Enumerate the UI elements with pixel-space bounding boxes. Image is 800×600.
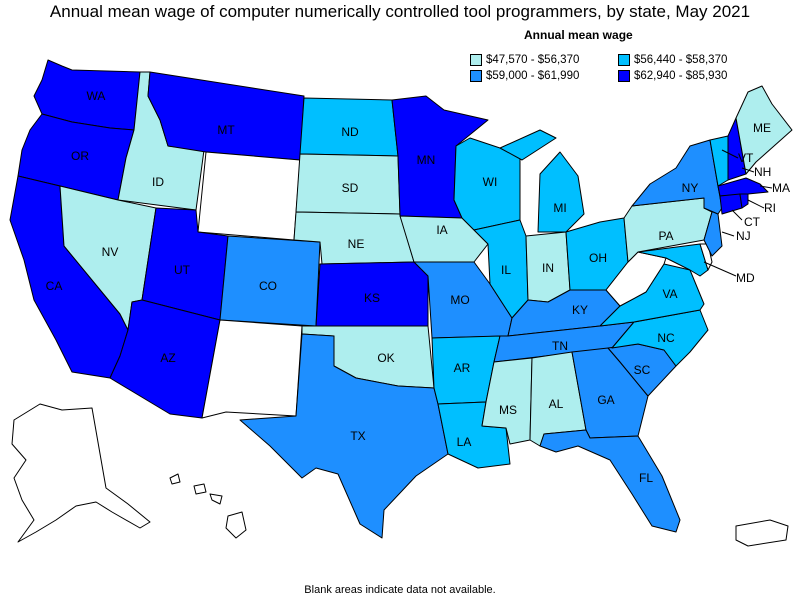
label-ok: OK — [377, 351, 394, 365]
leader-vt — [721, 149, 739, 159]
label-ar: AR — [454, 361, 471, 375]
state-nm[interactable] — [201, 319, 303, 419]
legend-label-tier2: $56,440 - $58,370 — [634, 54, 728, 66]
label-or: OR — [71, 149, 89, 163]
label-nh: NH — [754, 165, 771, 179]
label-mo: MO — [450, 293, 469, 307]
state-ct[interactable] — [719, 193, 743, 215]
state-ks[interactable] — [315, 261, 429, 327]
label-oh: OH — [589, 251, 607, 265]
leader-md — [703, 261, 737, 277]
legend-label-tier1: $47,570 - $56,370 — [486, 54, 580, 66]
label-wa: WA — [87, 89, 106, 103]
label-ma: MA — [772, 181, 790, 195]
label-sc: SC — [634, 363, 651, 377]
state-ri[interactable] — [739, 193, 749, 209]
label-nv: NV — [102, 245, 119, 259]
label-tn: TN — [552, 339, 568, 353]
label-wi: WI — [483, 175, 498, 189]
state-hi[interactable] — [169, 473, 247, 539]
label-va: VA — [662, 287, 677, 301]
label-fl: FL — [639, 471, 653, 485]
state-mt[interactable] — [147, 71, 305, 161]
label-la: LA — [457, 435, 472, 449]
label-nc: NC — [657, 331, 675, 345]
label-ny: NY — [682, 181, 699, 195]
label-in: IN — [542, 261, 554, 275]
state-tx[interactable] — [239, 333, 449, 539]
label-me: ME — [753, 121, 771, 135]
label-nd: ND — [341, 125, 359, 139]
label-md: MD — [736, 271, 755, 285]
label-tx: TX — [350, 429, 365, 443]
legend: Annual mean wage $47,570 - $56,370 $56,4… — [470, 28, 800, 82]
state-fl[interactable] — [539, 429, 681, 533]
legend-swatch-tier4 — [618, 70, 630, 82]
leader-nj — [721, 231, 735, 237]
label-ia: IA — [436, 223, 447, 237]
leader-ct — [731, 209, 743, 221]
label-nj: NJ — [736, 229, 751, 243]
legend-swatch-tier1 — [470, 54, 482, 66]
leader-ri — [747, 199, 765, 209]
label-mi: MI — [553, 201, 566, 215]
label-pa: PA — [658, 229, 673, 243]
label-sd: SD — [342, 181, 359, 195]
legend-item-tier3: $59,000 - $61,990 — [470, 70, 618, 82]
leader-ma — [759, 185, 773, 189]
label-ks: KS — [364, 291, 380, 305]
label-ri: RI — [764, 201, 776, 215]
label-mt: MT — [217, 123, 235, 137]
state-pr[interactable] — [735, 519, 789, 547]
label-ga: GA — [597, 393, 614, 407]
legend-item-tier2: $56,440 - $58,370 — [618, 54, 788, 66]
legend-title: Annual mean wage — [524, 28, 633, 42]
legend-swatch-tier3 — [470, 70, 482, 82]
label-vt: VT — [738, 151, 754, 165]
label-ky: KY — [572, 303, 588, 317]
label-mn: MN — [417, 153, 436, 167]
state-ak[interactable] — [11, 403, 151, 543]
map-title: Annual mean wage of computer numerically… — [49, 2, 751, 21]
legend-item-tier4: $62,940 - $85,930 — [618, 70, 788, 82]
label-ne: NE — [348, 237, 365, 251]
label-ca: CA — [46, 279, 63, 293]
footnote: Blank areas indicate data not available. — [304, 584, 496, 596]
label-ct: CT — [744, 215, 761, 229]
label-az: AZ — [160, 351, 175, 365]
state-me[interactable] — [735, 85, 793, 175]
legend-swatch-tier2 — [618, 54, 630, 66]
legend-label-tier3: $59,000 - $61,990 — [486, 70, 580, 82]
label-ut: UT — [174, 263, 191, 277]
label-ms: MS — [499, 403, 517, 417]
state-wy[interactable] — [197, 151, 301, 241]
label-il: IL — [501, 263, 511, 277]
state-mi[interactable] — [499, 129, 585, 233]
legend-label-tier4: $62,940 - $85,930 — [634, 70, 728, 82]
leader-nh — [741, 167, 755, 173]
label-co: CO — [259, 279, 277, 293]
label-al: AL — [549, 397, 564, 411]
legend-item-tier1: $47,570 - $56,370 — [470, 54, 618, 66]
label-id: ID — [152, 175, 164, 189]
